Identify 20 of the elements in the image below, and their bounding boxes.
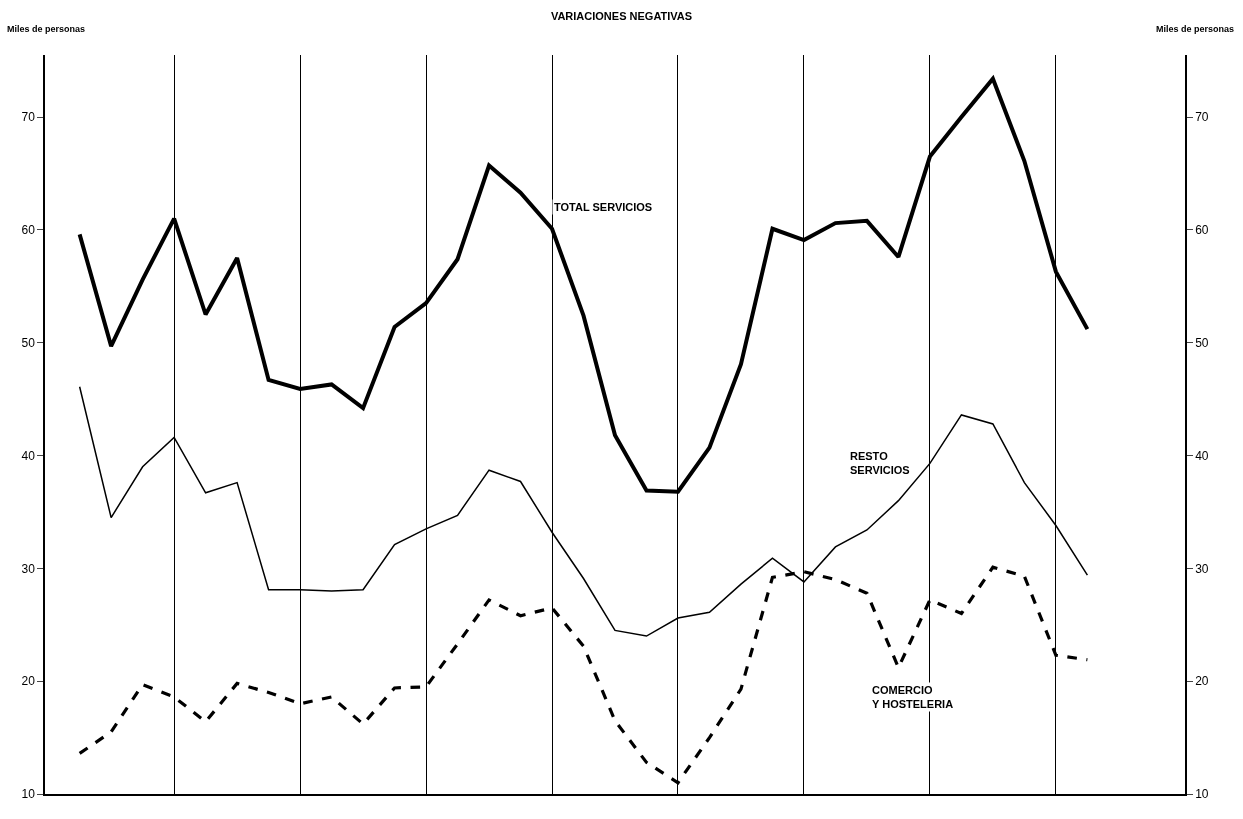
y2-tick-label: 50 (1195, 335, 1209, 350)
y2-tick-label: 40 (1195, 448, 1209, 463)
series-label: RESTO SERVICIOS (850, 450, 910, 477)
y2-tick-label: 60 (1195, 223, 1209, 238)
y-axis-title: Miles de personas (7, 24, 86, 34)
chart-title: VARIACIONES NEGATIVAS (550, 9, 693, 22)
series-label: TOTAL SERVICIOS (554, 201, 653, 213)
y-tick-label: 50 (21, 335, 36, 350)
y-tick-label: 60 (21, 223, 36, 238)
y2-tick-label: 30 (1195, 561, 1209, 576)
y-tick-label: 20 (21, 674, 36, 689)
y-tick-label: 70 (21, 110, 36, 125)
y2-axis-title: Miles de personas (1156, 24, 1235, 34)
y-tick-label: 40 (21, 448, 36, 463)
y-tick-label: 10 (21, 787, 36, 802)
y2-tick-label: 10 (1195, 787, 1209, 802)
y2-tick-label: 20 (1195, 674, 1209, 689)
text: COMERCIO Y HOSTELERIA (872, 684, 954, 711)
y-tick-label: 30 (21, 561, 36, 576)
y2-tick-label: 70 (1195, 110, 1209, 125)
